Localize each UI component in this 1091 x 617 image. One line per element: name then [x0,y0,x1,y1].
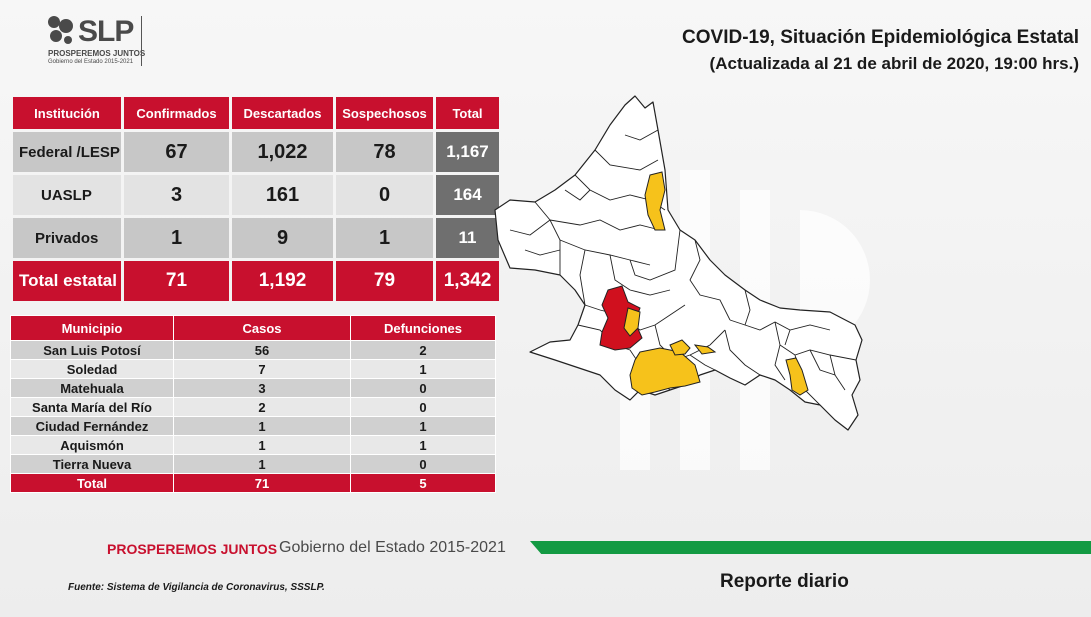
municipio-name: San Luis Potosí [10,340,174,360]
municipio-name: Santa María del Río [10,397,174,417]
municipio-matehuala [644,171,666,231]
municipio-soledad [623,307,641,337]
descartados-value: 1,022 [232,132,333,172]
confirmados-value: 67 [124,132,229,172]
slp-logo-icon [48,16,73,44]
sospechosos-value: 1 [336,218,433,258]
header-total: Total [436,97,499,129]
descartados-value: 9 [232,218,333,258]
institution-name: UASLP [13,175,121,215]
total-label: Total [10,473,174,493]
total-defunciones: 5 [350,473,496,493]
municipios-table: Municipio Casos Defunciones San Luis Pot… [10,315,496,493]
institutions-header-row: Institución Confirmados Descartados Sosp… [13,97,499,129]
total-value: 1,167 [436,132,499,172]
logo-text: SLP [78,15,134,48]
table-total-row: Total 71 5 [10,473,496,493]
descartados-value: 161 [232,175,333,215]
total-sospechosos: 79 [336,261,433,301]
logo-government: Gobierno del Estado 2015-2021 [48,59,134,65]
confirmados-value: 3 [124,175,229,215]
table-row: Tierra Nueva 1 0 [10,454,496,474]
defunciones-value: 1 [350,435,496,455]
page-title: COVID-19, Situación Epidemiológica Estat… [682,27,1079,48]
municipio-name: Aquismón [10,435,174,455]
municipio-ciudad-fernandez [693,344,717,355]
defunciones-value: 2 [350,340,496,360]
page-subtitle: (Actualizada al 21 de abril de 2020, 19:… [709,54,1079,73]
total-total: 1,342 [436,261,499,301]
total-confirmados: 71 [124,261,229,301]
total-descartados: 1,192 [232,261,333,301]
confirmados-value: 1 [124,218,229,258]
footer-green-bar [530,541,1091,554]
institutions-table: Institución Confirmados Descartados Sosp… [10,94,502,304]
total-casos: 71 [173,473,351,493]
defunciones-value: 1 [350,416,496,436]
institution-name: Federal /LESP [13,132,121,172]
municipio-name: Ciudad Fernández [10,416,174,436]
table-row: Matehuala 3 0 [10,378,496,398]
casos-value: 3 [173,378,351,398]
table-row: San Luis Potosí 56 2 [10,340,496,360]
casos-value: 1 [173,416,351,436]
slp-logo: SLP PROSPEREMOS JUNTOS Gobierno del Esta… [46,14,146,74]
casos-value: 1 [173,454,351,474]
footer-government: Gobierno del Estado 2015-2021 [279,539,506,556]
municipio-name: Tierra Nueva [10,454,174,474]
sospechosos-value: 0 [336,175,433,215]
municipio-name: Soledad [10,359,174,379]
table-row: UASLP 3 161 0 164 [13,175,499,215]
table-row: Federal /LESP 67 1,022 78 1,167 [13,132,499,172]
municipio-name: Matehuala [10,378,174,398]
municipio-tierra-nueva [669,339,691,356]
table-row: Privados 1 9 1 11 [13,218,499,258]
header-institucion: Institución [13,97,121,129]
table-total-row: Total estatal 71 1,192 79 1,342 [13,261,499,301]
logo-slogan: PROSPEREMOS JUNTOS [48,49,146,58]
report-label: Reporte diario [720,571,849,592]
defunciones-value: 1 [350,359,496,379]
header-casos: Casos [173,315,351,341]
casos-value: 2 [173,397,351,417]
institution-name: Privados [13,218,121,258]
casos-value: 7 [173,359,351,379]
header-confirmados: Confirmados [124,97,229,129]
header-municipio: Municipio [10,315,174,341]
defunciones-value: 0 [350,397,496,417]
municipio-aquismon [785,357,809,396]
casos-value: 1 [173,435,351,455]
table-row: Santa María del Río 2 0 [10,397,496,417]
state-outline [494,95,863,431]
casos-value: 56 [173,340,351,360]
total-value: 11 [436,218,499,258]
header-defunciones: Defunciones [350,315,496,341]
source-note: Fuente: Sistema de Vigilancia de Coronav… [68,582,325,593]
total-label: Total estatal [13,261,121,301]
defunciones-value: 0 [350,454,496,474]
header-descartados: Descartados [232,97,333,129]
state-map [494,95,863,431]
sospechosos-value: 78 [336,132,433,172]
defunciones-value: 0 [350,378,496,398]
header-sospechosos: Sospechosos [336,97,433,129]
footer-brand: PROSPEREMOS JUNTOS [107,541,278,557]
total-value: 164 [436,175,499,215]
table-row: Soledad 7 1 [10,359,496,379]
table-row: Ciudad Fernández 1 1 [10,416,496,436]
table-row: Aquismón 1 1 [10,435,496,455]
municipios-header-row: Municipio Casos Defunciones [10,315,496,341]
logo-divider [141,16,142,66]
